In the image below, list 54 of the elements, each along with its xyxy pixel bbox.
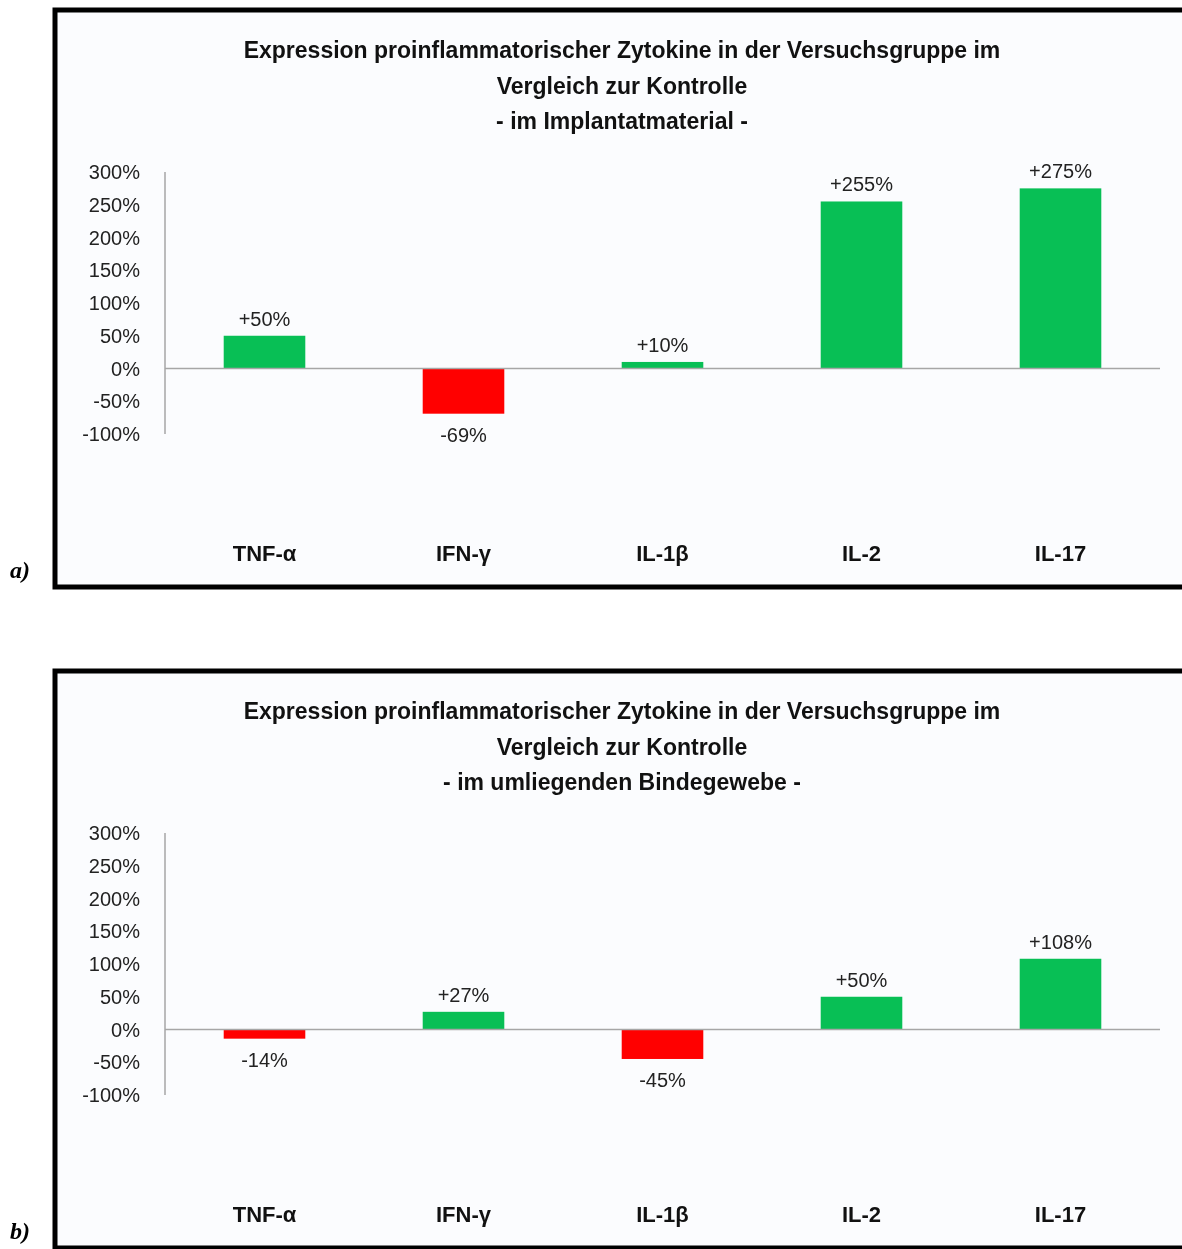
chart-title: Expression proinflammatorischer Zytokine in der Versuchsgruppe im Vergleich zur Kontrolle	[243, 37, 1001, 99]
y-tick-label: 300%	[88, 822, 141, 844]
x-tick-label: IL-1β	[636, 541, 689, 566]
bar	[621, 1029, 704, 1059]
x-tick-label: IFN-γ	[436, 1202, 492, 1227]
text: a)	[10, 557, 30, 583]
y-tick-label: -50%	[93, 390, 141, 413]
y-tick-label: 0%	[111, 1018, 141, 1041]
y-tick-label: 200%	[88, 226, 141, 249]
bar	[223, 335, 306, 369]
bar	[820, 201, 903, 369]
y-tick-label: 300%	[88, 161, 141, 183]
x-tick-label: IL-1β	[636, 1202, 689, 1227]
bar	[422, 368, 505, 414]
y-tick-label: -100%	[82, 1084, 141, 1106]
y-tick-label: 100%	[88, 953, 141, 975]
y-tick-label: 150%	[88, 259, 141, 282]
y-tick-label: 250%	[88, 193, 141, 216]
y-tick-label: -100%	[82, 423, 141, 445]
data-label: -69%	[440, 423, 488, 446]
data-label: +255%	[830, 173, 894, 196]
chart-subtitle: - im umliegenden Bindegewebe -	[443, 769, 801, 795]
data-label: +10%	[636, 333, 689, 356]
x-tick-label: IL-17	[1034, 1202, 1087, 1227]
data-label: +275%	[1029, 160, 1093, 183]
y-tick-label: 50%	[99, 324, 141, 347]
bar	[820, 996, 903, 1030]
chart-subtitle: - im Implantatmaterial -	[496, 108, 748, 134]
bar	[422, 1011, 505, 1030]
x-tick-label: TNF-α	[232, 541, 297, 566]
y-tick-label: 150%	[88, 920, 141, 943]
x-tick-label: IL-17	[1034, 541, 1087, 566]
y-tick-label: 250%	[88, 854, 141, 877]
x-tick-label: IL-2	[841, 1202, 882, 1227]
y-tick-label: 0%	[111, 357, 141, 380]
y-tick-label: 200%	[88, 887, 141, 910]
x-tick-label: IFN-γ	[436, 541, 492, 566]
text: b)	[10, 1218, 30, 1244]
bar	[621, 361, 704, 369]
bar	[223, 1029, 306, 1039]
data-label: -14%	[241, 1048, 289, 1071]
x-tick-label: TNF-α	[232, 1202, 297, 1227]
data-label: +50%	[238, 307, 291, 330]
data-label: +27%	[437, 983, 490, 1006]
bar	[1019, 188, 1102, 369]
y-tick-label: -50%	[93, 1051, 141, 1074]
chart-title: Expression proinflammatorischer Zytokine in der Versuchsgruppe im Vergleich zur Kontrolle	[243, 698, 1001, 760]
data-label: +108%	[1029, 930, 1093, 953]
bar	[1019, 958, 1102, 1030]
y-tick-label: 50%	[99, 985, 141, 1008]
data-label: +50%	[835, 968, 888, 991]
data-label: -45%	[639, 1068, 687, 1091]
y-tick-label: 100%	[88, 292, 141, 314]
x-tick-label: IL-2	[841, 541, 882, 566]
